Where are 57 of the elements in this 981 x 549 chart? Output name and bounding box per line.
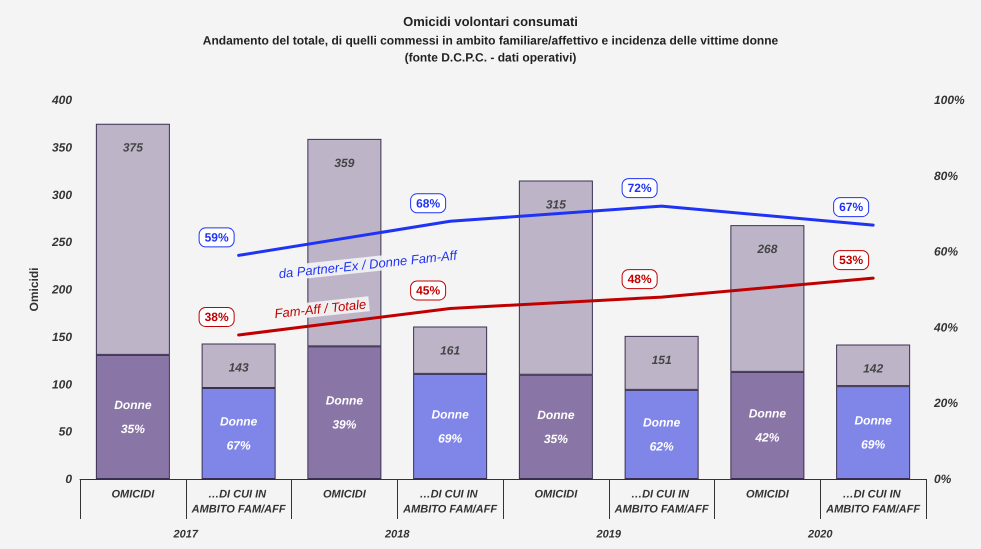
x-tick-label: …DI CUI IN AMBITO FAM/AFF <box>825 488 920 516</box>
data-label: Donne 69% <box>854 414 892 452</box>
total-label: 375 <box>122 140 144 155</box>
y-tick-label: 350 <box>52 140 72 154</box>
y-tick-label: 50 <box>58 424 72 439</box>
y2-tick-label: 40% <box>933 320 958 334</box>
data-label: 45% <box>416 283 440 298</box>
y-tick-label: 250 <box>50 235 72 250</box>
data-label: Donne 35% <box>537 408 575 446</box>
data-label: Donne 35% <box>114 398 152 436</box>
total-label: 151 <box>652 352 672 367</box>
x-tick-label: …DI CUI IN AMBITO FAM/AFF <box>402 488 498 516</box>
data-label: 72% <box>628 181 652 196</box>
text: Fam-Aff / Totale <box>274 296 367 322</box>
total-label: 142 <box>863 361 884 376</box>
data-label: 53% <box>839 253 864 268</box>
data-label: 68% <box>416 196 440 210</box>
y2-tick-label: 80% <box>934 168 958 183</box>
y-tick-label: 200 <box>50 282 72 296</box>
total-label: 161 <box>440 343 460 358</box>
x-tick-label: …DI CUI IN AMBITO FAM/AFF <box>614 488 709 516</box>
total-label: 268 <box>756 242 778 256</box>
text: 2019 <box>596 528 622 540</box>
data-label: Donne 67% <box>220 414 258 453</box>
text: 2020 <box>807 528 834 540</box>
line-series <box>237 276 875 336</box>
text: da Partner-Ex / Donne Fam-Aff <box>278 247 459 282</box>
total-label: 315 <box>546 198 566 212</box>
x-tick-label: OMICIDI <box>322 488 367 500</box>
data-label: 67% <box>839 200 864 214</box>
data-label: Donne 69% <box>431 407 470 446</box>
y2-tick-label: 100% <box>934 93 966 107</box>
total-label: 359 <box>334 156 355 170</box>
total-label: 143 <box>228 360 249 375</box>
y-axis-title: Omicidi <box>27 267 41 312</box>
y2-tick-label: 20% <box>933 396 958 410</box>
text: 2017 <box>172 528 199 540</box>
data-label: Donne 62% <box>642 415 681 454</box>
y2-tick-label: 0% <box>934 472 952 486</box>
y-tick-label: 150 <box>52 330 72 344</box>
data-label: 38% <box>204 310 229 324</box>
data-label: 59% <box>204 230 229 244</box>
data-label: Donne 39% <box>326 394 364 432</box>
data-label: 48% <box>628 272 652 286</box>
x-tick-label: OMICIDI <box>111 488 156 500</box>
chart-subtitle: Andamento del totale, di quelli commessi in ambito familiare/affettivo e incidenza delle vittime donne (fonte D.C.P.C. - dati operativi) <box>202 34 779 64</box>
x-tick-label: …DI CUI IN AMBITO FAM/AFF <box>190 488 286 516</box>
text: 2018 <box>384 528 410 540</box>
y-tick-label: 0 <box>65 472 72 486</box>
data-label: Donne 42% <box>748 406 786 444</box>
x-tick-label: OMICIDI <box>746 488 790 500</box>
y-tick-label: 300 <box>52 188 72 202</box>
y-tick-label: 100 <box>52 377 72 392</box>
y-tick-label: 400 <box>50 93 72 107</box>
x-tick-label: OMICIDI <box>534 488 578 500</box>
y2-tick-label: 60% <box>934 244 958 259</box>
chart-title: Omicidi volontari consumati <box>403 14 578 29</box>
